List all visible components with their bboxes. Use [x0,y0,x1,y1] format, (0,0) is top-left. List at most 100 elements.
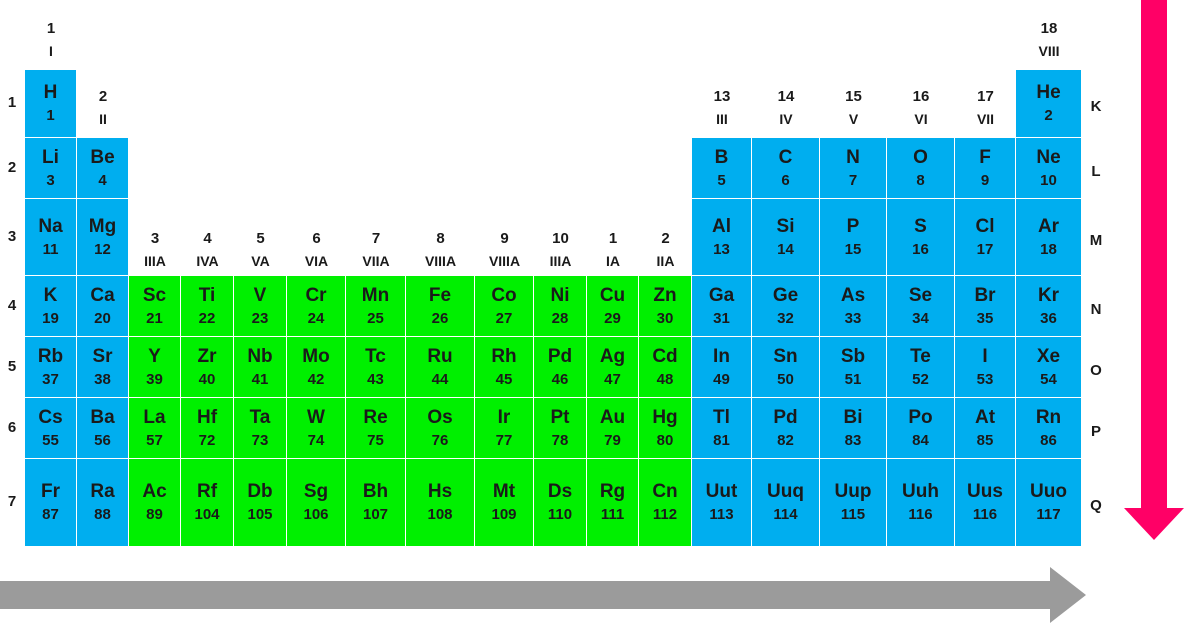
element-symbol: Rg [599,481,626,502]
period-number: 5 [7,357,17,375]
element-symbol: Fe [428,284,452,306]
element-cell-ta: Ta 73 [234,398,287,459]
element-cell-w: W 74 [287,398,346,459]
atomic-number: 6 [781,171,790,189]
group-number: 14 [777,88,795,105]
element-symbol: S [914,215,927,237]
element-cell-uuh: Uuh 116 [887,459,955,547]
element-cell-tc: Tc 43 [346,337,406,398]
element-cell-sn: Sn 50 [752,337,820,398]
element-symbol: Hg [652,406,678,428]
element-symbol: I [982,345,988,367]
element-cell-sr: Sr 38 [77,337,129,398]
element-cell-hs: Hs 108 [406,459,475,547]
atomic-number: 116 [972,506,998,523]
atomic-number: 17 [976,240,994,258]
element-cell-au: Au 79 [587,398,639,459]
element-symbol: O [913,146,928,168]
element-symbol: He [1036,82,1061,103]
element-symbol: Sb [840,345,866,367]
group-header: 15 V [820,86,887,130]
element-symbol: Bh [362,481,389,502]
element-symbol: Ac [142,481,167,502]
element-cell-k: K 19 [25,276,77,337]
atomic-number: 23 [251,309,269,327]
element-symbol: Ar [1037,215,1060,237]
atomic-number: 13 [713,240,730,258]
element-cell-uup: Uup 115 [820,459,887,547]
element-cell-pd: Pd 82 [752,398,820,459]
atomic-number: 20 [94,309,111,327]
period-number: 2 [7,158,17,176]
group-number: 1 [46,20,56,37]
atomic-number: 16 [912,240,929,258]
element-cell-xe: Xe 54 [1016,337,1082,398]
atomic-number: 107 [362,506,389,523]
atomic-number: 30 [656,309,674,327]
group-header: 4 IVA [181,228,234,272]
element-cell-ca: Ca 20 [77,276,129,337]
group-roman: V [848,111,859,127]
element-cell-i: I 53 [955,337,1016,398]
element-symbol: Bi [843,406,863,428]
atomic-number: 37 [42,370,59,388]
element-symbol: V [253,284,267,306]
element-symbol: Ds [547,481,573,502]
element-symbol: Po [908,406,933,428]
element-symbol: Ta [249,406,271,428]
element-cell-pt: Pt 78 [534,398,587,459]
element-cell-ba: Ba 56 [77,398,129,459]
element-cell-mt: Mt 109 [475,459,534,547]
group-roman: III [716,111,728,127]
element-symbol: Ru [427,345,453,367]
element-symbol: Mg [88,215,117,237]
element-symbol: Nb [247,345,273,367]
group-roman: I [49,43,53,59]
atomic-number: 42 [307,370,325,388]
group-number: 10 [552,230,569,247]
element-cell-cr: Cr 24 [287,276,346,337]
atomic-number: 43 [367,370,384,388]
atomic-number: 106 [303,506,329,523]
atomic-number: 15 [844,240,862,258]
group-header: 13 III [692,86,752,130]
element-symbol: C [778,146,793,168]
element-cell-cn: Cn 112 [639,459,692,547]
element-cell-ne: Ne 10 [1016,138,1082,199]
element-symbol: Co [491,284,517,306]
group-header: 16 VI [887,86,955,130]
element-symbol: Cd [652,345,678,367]
group-number: 1 [608,230,618,247]
period-number: 1 [7,94,17,111]
group-number: 13 [713,88,731,105]
atomic-number: 74 [307,431,325,449]
element-symbol: N [846,146,860,168]
group-number: 15 [845,88,862,105]
atomic-number: 52 [912,370,929,388]
element-symbol: Rh [491,345,517,367]
atomic-number: 79 [604,431,621,449]
element-cell-os: Os 76 [406,398,475,459]
group-header: 5 VA [234,228,287,272]
atomic-number: 28 [551,309,569,327]
element-cell-tl: Tl 81 [692,398,752,459]
element-symbol: Tl [713,406,730,428]
atomic-number: 78 [551,431,569,449]
atomic-number: 25 [367,309,384,327]
element-cell-fr: Fr 87 [25,459,77,547]
atomic-number: 34 [912,309,929,327]
element-symbol: Si [776,215,795,237]
group-roman: VA [251,253,270,269]
atomic-number: 45 [495,370,513,388]
element-symbol: Uut [705,481,738,502]
atomic-number: 49 [713,370,730,388]
group-header: 6 VIA [287,228,346,272]
element-symbol: Hf [196,406,218,428]
element-symbol: Au [599,406,626,428]
group-roman: IV [779,111,793,127]
element-symbol: Ne [1036,146,1061,168]
atomic-number: 77 [495,431,513,449]
atomic-number: 85 [976,431,994,449]
